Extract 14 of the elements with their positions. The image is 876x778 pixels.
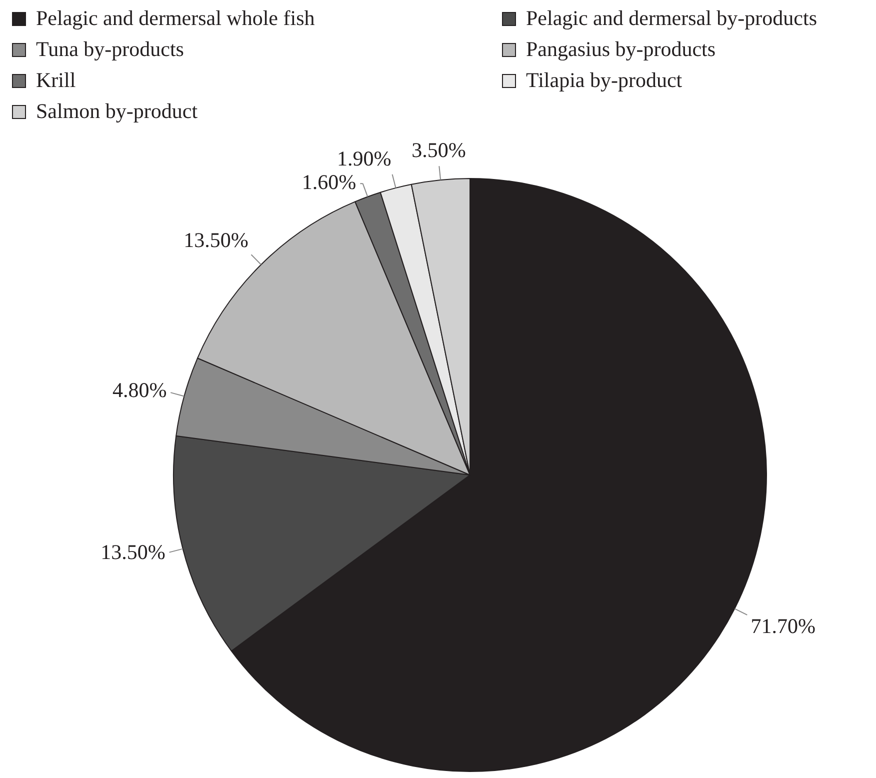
data-label: 1.60% bbox=[302, 170, 356, 194]
legend-label: Pelagic and dermersal whole fish bbox=[36, 6, 315, 31]
legend-label: Pangasius by-products bbox=[526, 37, 716, 62]
data-label: 13.50% bbox=[184, 228, 248, 252]
legend-label: Salmon by-product bbox=[36, 99, 198, 124]
legend-label: Tuna by-products bbox=[36, 37, 184, 62]
legend-label: Pelagic and dermersal by-products bbox=[526, 6, 817, 31]
data-label: 3.50% bbox=[412, 138, 466, 162]
data-label: 71.70% bbox=[750, 614, 816, 638]
legend-label: Tilapia by-product bbox=[526, 68, 682, 93]
data-label: 13.50% bbox=[100, 540, 166, 564]
data-label: 1.90% bbox=[337, 146, 392, 171]
legend-label: Krill bbox=[36, 68, 76, 93]
data-label: 4.80% bbox=[112, 378, 167, 402]
